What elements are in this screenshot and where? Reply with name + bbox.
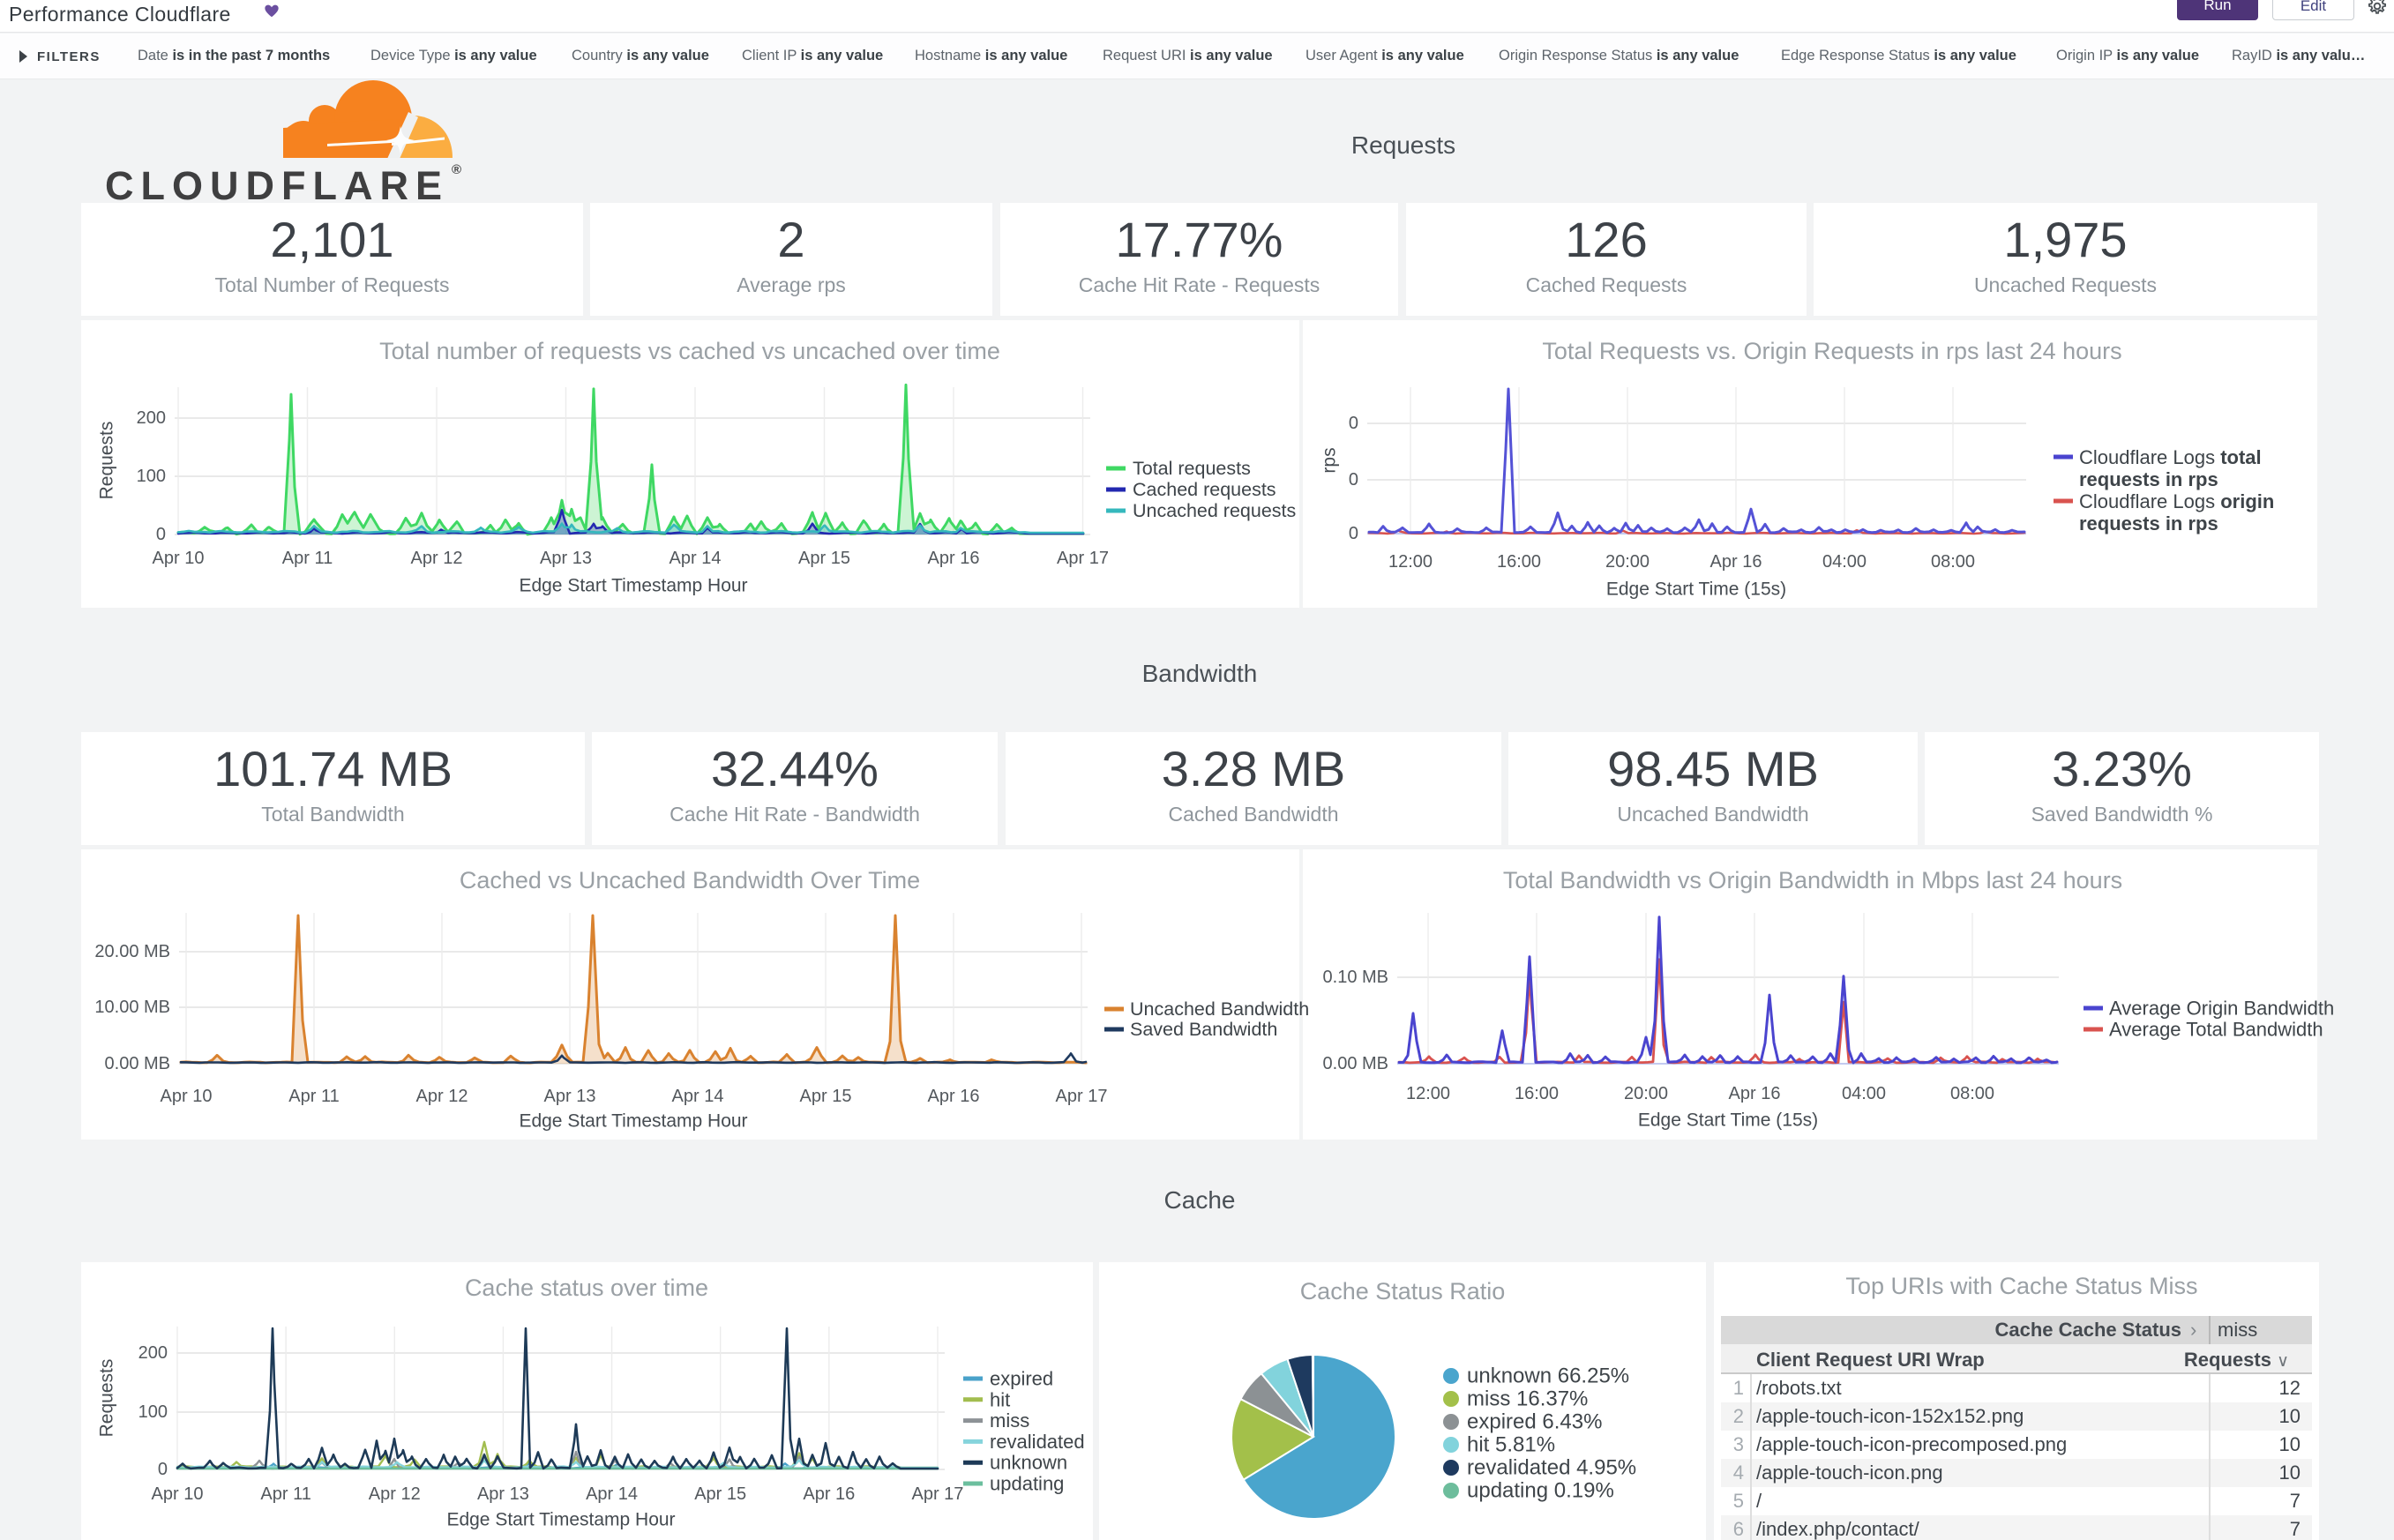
svg-text:CLOUDFLARE: CLOUDFLARE <box>105 163 449 208</box>
svg-text:®: ® <box>452 162 461 177</box>
